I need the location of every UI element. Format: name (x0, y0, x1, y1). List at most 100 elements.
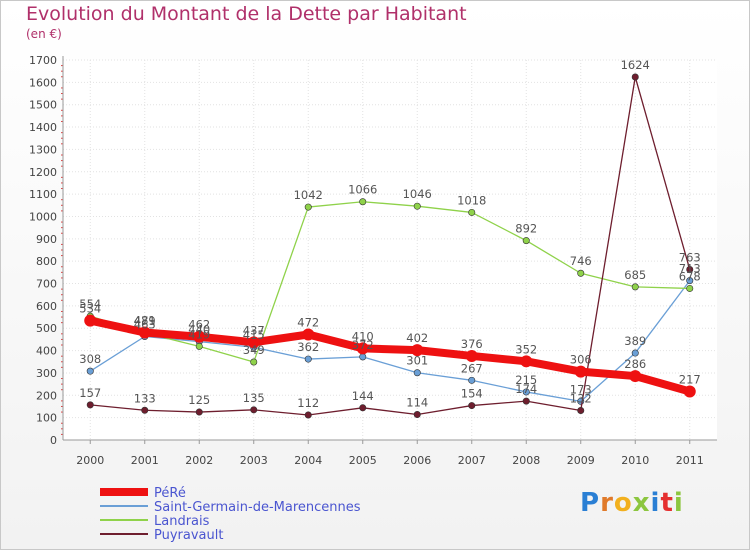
legend-label: PéRé (154, 486, 186, 501)
series-puyravault (86, 73, 694, 419)
series-line (86, 316, 694, 396)
data-point (577, 406, 585, 414)
data-point (468, 208, 476, 216)
data-label: 685 (624, 268, 646, 282)
data-point (250, 358, 258, 366)
proxiti-logo: Proxiti (580, 488, 684, 518)
y-tick-label: 900 (36, 233, 57, 246)
data-point (86, 367, 94, 375)
data-label: 419 (188, 327, 210, 341)
x-tick-label: 2000 (76, 454, 104, 467)
data-label: 472 (297, 315, 319, 329)
data-point (574, 365, 587, 378)
data-label: 678 (679, 269, 701, 283)
data-label: 352 (515, 342, 537, 356)
data-point (304, 411, 312, 419)
data-point (413, 369, 421, 377)
data-label: 479 (134, 314, 156, 328)
legend-label: Landrais (154, 514, 210, 529)
data-label: 1042 (294, 188, 323, 202)
x-tick-label: 2008 (512, 454, 540, 467)
data-point (359, 198, 367, 206)
data-point (522, 237, 530, 245)
y-tick-label: 700 (36, 278, 57, 291)
data-point (304, 203, 312, 211)
y-tick-label: 500 (36, 322, 57, 335)
data-label: 372 (352, 338, 374, 352)
data-point (686, 277, 694, 285)
data-label: 746 (570, 254, 592, 268)
data-point (195, 342, 203, 350)
data-label: 174 (515, 382, 537, 396)
data-point (577, 269, 585, 277)
data-point (195, 408, 203, 416)
data-point (359, 404, 367, 412)
x-tick-label: 2009 (567, 454, 595, 467)
data-point (686, 284, 694, 292)
x-tick-label: 2007 (458, 454, 486, 467)
data-label: 713 (679, 262, 701, 276)
data-point (84, 314, 97, 327)
series-line (89, 76, 691, 416)
data-point (468, 402, 476, 410)
data-point (359, 353, 367, 361)
data-point (304, 355, 312, 363)
data-point (86, 401, 94, 409)
data-label: 1046 (403, 187, 432, 201)
x-tick-label: 2003 (240, 454, 268, 467)
chart-subtitle: (en €) (26, 27, 62, 41)
data-point (411, 344, 424, 357)
x-tick-label: 2006 (403, 454, 431, 467)
x-tick-label: 2001 (131, 454, 159, 467)
data-point (631, 349, 639, 357)
data-label: 135 (243, 391, 265, 405)
data-label: 114 (406, 396, 428, 410)
series-line (89, 279, 691, 402)
data-label: 389 (624, 334, 646, 348)
data-label: 301 (406, 354, 428, 368)
logo-letter: o (613, 488, 633, 518)
x-tick-label: 2005 (349, 454, 377, 467)
data-label: 154 (461, 387, 483, 401)
data-label: 463 (134, 318, 156, 332)
logo-letter: i (673, 488, 684, 518)
logo-letter: t (660, 488, 674, 518)
y-tick-label: 1000 (29, 210, 57, 223)
data-label: 362 (297, 340, 319, 354)
x-tick-label: 2002 (185, 454, 213, 467)
y-tick-label: 300 (36, 367, 57, 380)
plot-area (63, 60, 717, 440)
y-tick-label: 800 (36, 255, 57, 268)
data-label: 133 (134, 391, 156, 405)
x-tick-label: 2004 (294, 454, 322, 467)
data-point (686, 265, 694, 273)
data-point (683, 385, 696, 398)
data-label: 112 (297, 396, 319, 410)
data-label: 1624 (621, 58, 650, 72)
y-tick-label: 1600 (29, 76, 57, 89)
data-point (629, 370, 642, 383)
data-point (631, 73, 639, 81)
data-point (302, 328, 315, 341)
data-label: 215 (515, 373, 537, 387)
series-landrais (86, 198, 694, 366)
data-label: 144 (352, 389, 374, 403)
data-label: 1066 (348, 183, 377, 197)
data-label: 349 (243, 343, 265, 357)
y-tick-label: 200 (36, 389, 57, 402)
y-tick-label: 1700 (29, 54, 57, 67)
data-label: 481 (134, 313, 156, 327)
data-label: 892 (515, 222, 537, 236)
y-tick-label: 1400 (29, 121, 57, 134)
data-point (247, 336, 260, 349)
data-label: 1018 (457, 193, 486, 207)
data-label: 286 (624, 357, 646, 371)
data-point (520, 355, 533, 368)
data-label: 763 (679, 250, 701, 264)
data-label: 554 (79, 297, 101, 311)
logo-letter: r (600, 488, 614, 518)
x-tick-label: 2011 (676, 454, 704, 467)
x-tick-label: 2010 (621, 454, 649, 467)
data-label: 217 (679, 372, 701, 386)
logo-letter: x (632, 488, 651, 518)
